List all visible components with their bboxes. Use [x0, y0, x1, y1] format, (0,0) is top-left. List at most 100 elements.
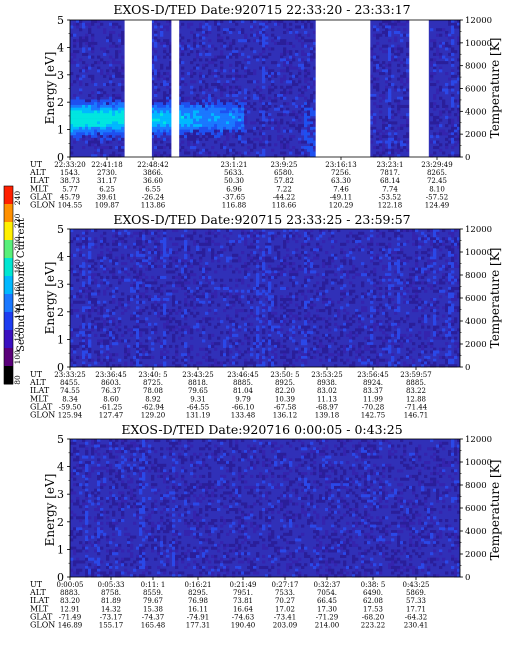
ephemeris-value: 122.18	[378, 202, 403, 210]
panel-1-plot	[69, 19, 461, 158]
ephemeris-value: 8455.	[60, 379, 80, 387]
colorbar-swatch	[4, 204, 13, 223]
ephemeris-value: 23:23:1	[377, 161, 404, 169]
ephemeris-value: 1543.	[60, 169, 80, 177]
ephemeris-value: 38.73	[60, 177, 80, 185]
ephemeris-value: 57.82	[274, 177, 294, 185]
ephemeris-value: 7256.	[331, 169, 351, 177]
ephemeris-value: 78.08	[143, 387, 163, 395]
colorbar-tick-label: 140	[13, 304, 22, 319]
ephemeris-value: 0:21:49	[230, 581, 257, 589]
panel-2-ylabel2: Temperature [K]	[488, 248, 502, 349]
y-tick-label: 3	[57, 278, 64, 291]
ephemeris-label: ILAT	[30, 176, 50, 185]
ephemeris-value: -74.91	[187, 613, 209, 621]
colorbar-tick-label: 220	[13, 213, 22, 228]
ephemeris-value: 8725.	[143, 379, 163, 387]
panel-3-plot	[69, 438, 461, 578]
ephemeris-label: GLON	[30, 201, 55, 210]
y2-tick-label: 4000	[465, 317, 487, 327]
ephemeris-value: 127.47	[99, 412, 124, 420]
ephemeris-value: 23:43:25	[182, 371, 213, 379]
y2-tick-label: 4000	[465, 527, 487, 537]
ephemeris-value: -61.25	[100, 403, 122, 411]
ephemeris-label: ALT	[29, 588, 46, 597]
ephemeris-value: 8938.	[317, 379, 337, 387]
ephemeris-value: 0:05:33	[98, 581, 125, 589]
ephemeris-value: 11.99	[363, 395, 383, 403]
ephemeris-value: 190.40	[231, 622, 256, 630]
panel-1-title: EXOS-D/TED Date:920715 22:33:20 - 23:33:…	[113, 2, 410, 17]
y2-tick-label: 8000	[465, 481, 487, 491]
ephemeris-value: 133.48	[231, 412, 256, 420]
y-tick-label: 3	[57, 69, 64, 82]
ephemeris-label: MLT	[30, 184, 49, 193]
ephemeris-value: 8.60	[103, 395, 119, 403]
y2-tick-label: 6000	[465, 85, 487, 95]
ephemeris-value: 23:29:49	[421, 161, 452, 169]
ephemeris-value: 8925.	[275, 379, 295, 387]
ephemeris-label: ALT	[29, 168, 46, 177]
colorbar-swatch	[4, 258, 13, 277]
y-tick-label: 4	[57, 461, 64, 474]
data-gap	[315, 20, 371, 157]
ephemeris-value: 203.09	[273, 622, 298, 630]
ephemeris-value: 23:56:45	[357, 371, 388, 379]
panel-3: EXOS-D/TED Date:920716 0:00:05 - 0:43:25…	[29, 422, 502, 630]
y2-tick-label: 2000	[465, 130, 487, 140]
panel-2: EXOS-D/TED Date:920715 23:33:25 - 23:59:…	[29, 212, 502, 420]
ephemeris-value: 14.32	[101, 605, 121, 613]
ephemeris-label: GLON	[30, 621, 55, 630]
ephemeris-value: 125.94	[58, 412, 83, 420]
ephemeris-value: 22:41:18	[91, 161, 122, 169]
y-tick-label: 1	[57, 333, 64, 346]
ephemeris-value: 146.71	[404, 412, 429, 420]
ephemeris-value: 73.81	[233, 597, 253, 605]
ephemeris-value: 7533.	[275, 589, 295, 597]
ephemeris-value: -44.22	[273, 193, 295, 201]
ephemeris-value: -71.29	[316, 613, 338, 621]
y2-tick-label: 2000	[465, 340, 487, 350]
y-tick-label: 1	[57, 124, 64, 137]
ephemeris-value: 74.55	[60, 387, 80, 395]
ephemeris-value: 7951.	[233, 589, 253, 597]
ephemeris-value: 104.55	[58, 202, 83, 210]
colorbar-swatches	[3, 185, 14, 385]
ephemeris-value: 230.41	[404, 622, 429, 630]
ephemeris-value: 76.37	[101, 387, 121, 395]
ephemeris-value: 5633.	[224, 169, 244, 177]
panel-2-title: EXOS-D/TED Date:920715 23:33:25 - 23:59:…	[113, 212, 410, 227]
y2-tick-label: 0	[465, 153, 470, 163]
ephemeris-value: 68.14	[380, 177, 401, 185]
ephemeris-value: 8818.	[188, 379, 208, 387]
ephemeris-label: GLAT	[30, 402, 53, 411]
ephemeris-label: ALT	[29, 378, 46, 387]
ephemeris-value: 7.74	[382, 185, 398, 193]
ephemeris-value: 8559.	[143, 589, 163, 597]
ephemeris-value: 70.27	[275, 597, 295, 605]
ephemeris-value: 146.89	[58, 622, 83, 630]
ephemeris-value: 22:48:42	[137, 161, 168, 169]
y-tick-label: 2	[57, 96, 64, 109]
ephemeris-value: 8.10	[429, 185, 445, 193]
ephemeris-value: 83.37	[363, 387, 383, 395]
ephemeris-value: 23:59:57	[400, 371, 431, 379]
colorbar-swatch	[4, 312, 13, 331]
ephemeris-value: 8265.	[427, 169, 447, 177]
ephemeris-value: 16.11	[188, 605, 208, 613]
y-tick-label: 2	[57, 306, 64, 319]
colorbar-tick-label: 100	[13, 350, 22, 365]
ephemeris-value: 131.19	[186, 412, 211, 420]
ephemeris-value: 165.48	[141, 622, 166, 630]
ephemeris-value: -73.41	[274, 613, 296, 621]
colorbar-label: Second Harmonic Current	[16, 218, 27, 352]
y-tick-label: 4	[57, 251, 64, 264]
ephemeris-value: 6580.	[274, 169, 294, 177]
ephemeris-value: 5869.	[406, 589, 426, 597]
ephemeris-value: 8758.	[101, 589, 121, 597]
ephemeris-value: 142.75	[361, 412, 386, 420]
ephemeris-value: 16.64	[233, 605, 254, 613]
ephemeris-value: 0:16:21	[185, 581, 212, 589]
colorbar-tick-label: 160	[13, 282, 22, 297]
